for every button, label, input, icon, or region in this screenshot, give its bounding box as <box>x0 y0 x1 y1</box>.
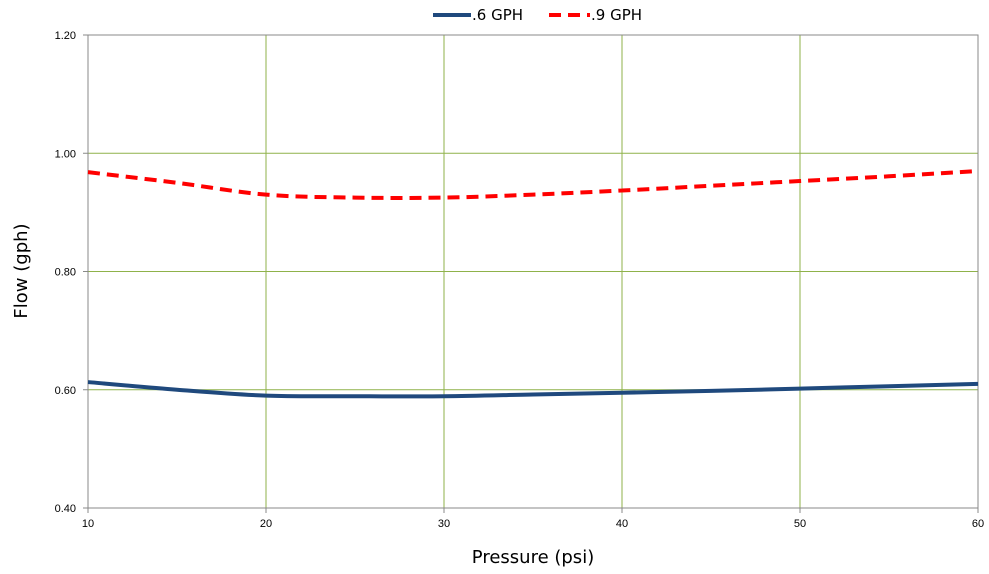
series-line-2 <box>87 168 979 200</box>
x-tick-label: 20 <box>260 518 272 530</box>
legend: .6 GPH .9 GPH <box>433 6 642 24</box>
series-layer <box>87 168 979 399</box>
y-tick-label: 1.00 <box>55 148 76 160</box>
y-tick-label: 0.40 <box>55 503 76 515</box>
y-tick-label: 1.20 <box>55 30 76 42</box>
y-axis-title: Flow (gph) <box>11 223 32 318</box>
x-tick-label: 50 <box>794 518 806 530</box>
legend-label-series-2: .9 GPH <box>591 6 642 24</box>
y-tick-label: 0.80 <box>55 267 76 279</box>
y-tick-label: 0.60 <box>55 385 76 397</box>
y-axis-ticks: 0.40 0.60 0.80 1.00 1.20 <box>55 30 88 515</box>
x-axis-ticks: 10 20 30 40 50 60 <box>82 508 984 530</box>
x-tick-label: 60 <box>972 518 984 530</box>
x-tick-label: 30 <box>438 518 450 530</box>
series-line-1 <box>87 380 979 399</box>
grid <box>87 34 979 509</box>
x-tick-label: 40 <box>616 518 628 530</box>
x-axis-title: Pressure (psi) <box>472 547 594 568</box>
x-tick-label: 10 <box>82 518 94 530</box>
legend-label-series-1: .6 GPH <box>472 6 523 24</box>
